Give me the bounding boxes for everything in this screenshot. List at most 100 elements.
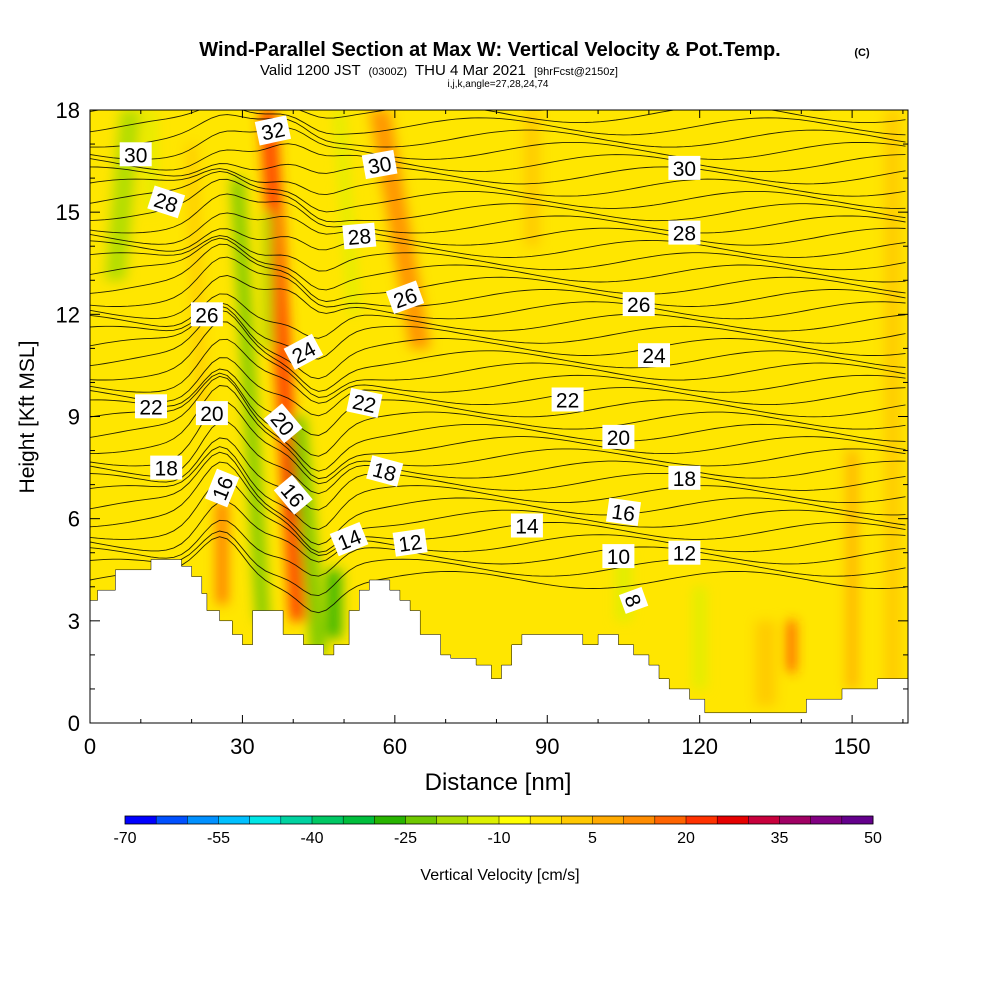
isentrope-line [90, 446, 906, 530]
contour-label: 26 [622, 292, 655, 317]
y-tick-label: 0 [68, 711, 80, 736]
contour-label-box [622, 292, 655, 317]
contour-label-text: 22 [350, 391, 378, 418]
x-tick-label: 150 [834, 734, 871, 759]
isentrope-line [90, 302, 906, 360]
contour-label-box [385, 280, 425, 315]
isentrope-line [90, 170, 906, 213]
contour-label-text: 32 [259, 118, 287, 145]
chart-title-unit: (C) [854, 47, 870, 59]
y-tick-label: 9 [68, 405, 80, 430]
colorbar-tick-label: -25 [394, 830, 417, 847]
velocity-feature-18 [885, 110, 901, 689]
contour-label-box [273, 474, 313, 515]
isentrope-line [90, 372, 906, 457]
colorbar-swatch [530, 816, 562, 824]
velocity-feature-2 [231, 178, 270, 621]
contour-label-box [638, 343, 670, 368]
contour-label-text: 22 [556, 390, 579, 413]
colorbar-swatch [686, 816, 718, 824]
isentrope-line [90, 237, 906, 291]
colorbar-swatch [374, 816, 406, 824]
isentrope-line [90, 357, 906, 417]
isentrope-line [90, 114, 906, 148]
contour-label-text: 30 [673, 158, 696, 181]
colorbar-tick-label: -55 [207, 830, 230, 847]
isentrope-line [90, 536, 906, 614]
contour-label-text: 18 [155, 458, 178, 481]
contour-label: 22 [551, 387, 584, 413]
colorbar: -70 -55 -40 -25 -10 5 20 35 50 [113, 815, 882, 847]
contour-label-box [392, 528, 428, 557]
colorbar-swatch [218, 816, 251, 824]
contour-label: 24 [638, 343, 670, 368]
velocity-feature-16 [787, 620, 795, 672]
isentrope-line [90, 127, 906, 160]
colorbar-tick-label: 35 [771, 830, 789, 847]
isentrope-line [90, 293, 906, 339]
y-tick-label: 12 [56, 302, 80, 327]
contour-label-box [263, 403, 303, 444]
terrain [90, 559, 908, 723]
colorbar-swatch [312, 816, 344, 824]
contour-label-box [147, 185, 186, 219]
colorbar-tick-label: 5 [588, 830, 597, 847]
contour-label-box [551, 387, 584, 412]
contour-label-text: 14 [515, 516, 539, 539]
colorbar-swatch [280, 816, 313, 824]
contour-label: 22 [135, 394, 167, 419]
contour-label-text: 20 [607, 427, 630, 450]
colorbar-swatch [405, 816, 438, 824]
contour-label-box [618, 586, 649, 614]
isentrope-line [90, 451, 906, 546]
colorbar-swatch [841, 816, 874, 824]
contour-label: 22 [346, 387, 383, 418]
contour-label-box [135, 394, 167, 419]
contour-label-box [605, 497, 642, 527]
velocity-feature-11 [333, 110, 360, 315]
contour-label-box [195, 401, 228, 426]
subtitle-date: THU 4 Mar 2021 [415, 62, 526, 79]
contour-label-text: 20 [200, 403, 223, 426]
contour-label-text: 12 [673, 543, 696, 566]
velocity-feature-12 [524, 110, 540, 247]
isentrope-line [90, 368, 906, 436]
colorbar-swatch [561, 816, 593, 824]
contour-label-text: 28 [673, 223, 696, 246]
contour-label: 12 [668, 540, 701, 566]
contour-label-box [602, 424, 635, 449]
colorbar-swatch [125, 816, 157, 824]
colorbar-swatch [592, 816, 625, 824]
isentrope-line [90, 256, 906, 308]
colorbar-swatch [436, 816, 469, 824]
contour-label-box [150, 455, 183, 480]
x-tick-label: 30 [230, 734, 254, 759]
colorbar-swatch [810, 816, 843, 824]
isentrope-line [90, 243, 906, 302]
isentrope-line [513, 110, 841, 111]
contour-label-box [668, 155, 701, 180]
contour-label: 32 [254, 115, 292, 146]
contour-label-box [342, 222, 377, 250]
subtitle-valid: Valid 1200 JST [260, 62, 360, 79]
contour-label: 26 [190, 302, 223, 327]
colorbar-swatch [467, 816, 500, 824]
contour-label-text: 30 [124, 144, 147, 167]
contour-label-text: 24 [642, 345, 666, 368]
isentrope-line [90, 321, 906, 398]
subtitle-utc: (0300Z) [369, 66, 408, 78]
contour-label: 18 [668, 465, 701, 491]
contour-label-box [190, 302, 223, 327]
contour-label-text: 26 [627, 294, 650, 317]
contour-label-text: 18 [673, 468, 696, 491]
contour-label-box [283, 333, 324, 370]
isentrope-line [90, 143, 906, 173]
contour-label: 10 [602, 544, 635, 569]
contour-label-text: 30 [366, 153, 393, 180]
contour-label: 28 [147, 185, 186, 219]
contour-label-text: 26 [195, 304, 218, 327]
isentrope-line [90, 163, 906, 185]
isentrope-line [90, 530, 906, 597]
